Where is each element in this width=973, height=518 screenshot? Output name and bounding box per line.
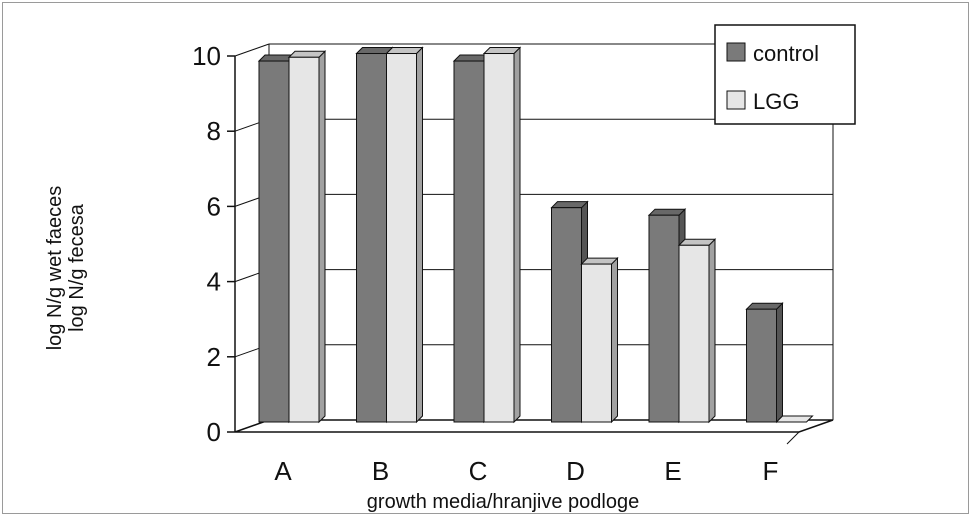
y-tick-label: 0 — [207, 417, 221, 447]
y-tick-label: 8 — [207, 116, 221, 146]
y-tick-label: 4 — [207, 267, 221, 297]
y-axis-title-line-1: log N/g wet faeces — [44, 186, 66, 351]
bar-side — [708, 238, 716, 424]
bar-side — [513, 46, 521, 424]
bar-control-F — [745, 301, 784, 424]
bar-top — [647, 208, 687, 216]
bar-lgg-D — [580, 256, 619, 424]
bar-front — [581, 263, 612, 423]
bar-side — [611, 256, 618, 424]
bar-lgg-B — [385, 46, 424, 424]
x-category-label-D: D — [566, 456, 585, 486]
bar-front — [648, 214, 680, 423]
bar-front — [288, 56, 320, 423]
bar-front — [483, 53, 515, 423]
gridline-depth — [234, 43, 270, 57]
x-category-label-F: F — [763, 456, 779, 486]
bar-lgg-C — [482, 46, 522, 424]
y-tick-label: 10 — [192, 41, 221, 71]
bar-front — [551, 207, 582, 423]
bar-side — [776, 301, 783, 424]
legend-label-lgg: LGG — [753, 89, 799, 114]
x-axis-title: growth media/hranjive podloge — [367, 491, 639, 513]
bar-top — [482, 47, 522, 55]
x-category-label-C: C — [469, 456, 488, 486]
legend-swatch-control — [726, 42, 746, 62]
bar-front — [453, 60, 485, 423]
bar-front — [356, 53, 387, 423]
legend-swatch-lgg — [726, 90, 746, 110]
bar-front — [258, 60, 290, 423]
bar-lgg-A — [287, 50, 327, 424]
x-category-label-E: E — [664, 456, 681, 486]
bar-top — [385, 47, 424, 55]
bar-front — [386, 53, 417, 423]
legend: control LGG — [714, 24, 856, 125]
bar-top — [677, 238, 717, 246]
x-category-labels: A B C D E F — [274, 456, 778, 486]
bar-chart: 0 2 4 6 8 10 A B C D E F log N/g wet faeces log N/… — [44, 24, 856, 513]
axes — [227, 44, 834, 445]
bar-top — [580, 257, 619, 265]
chart-floor — [234, 419, 834, 433]
bar-side — [416, 46, 423, 424]
bar-side — [318, 50, 326, 424]
floor-corner-tick — [786, 431, 800, 445]
y-tick-labels: 0 2 4 6 8 10 — [192, 41, 221, 447]
bar-lgg-F — [775, 415, 814, 423]
y-tick-label: 2 — [207, 342, 221, 372]
bar-lgg-E — [677, 238, 717, 424]
bar-top — [550, 201, 589, 209]
y-tick-label: 6 — [207, 191, 221, 221]
x-category-label-A: A — [274, 456, 292, 486]
bars — [257, 46, 814, 424]
bar-front — [678, 244, 710, 423]
y-axis-title-line-2: log N/g fecesa — [66, 203, 88, 332]
bar-top — [745, 302, 784, 310]
bar-top — [287, 50, 327, 58]
legend-label-control: control — [753, 41, 819, 66]
bar-front — [746, 308, 777, 423]
bar-flat — [775, 415, 814, 423]
x-category-label-B: B — [372, 456, 389, 486]
